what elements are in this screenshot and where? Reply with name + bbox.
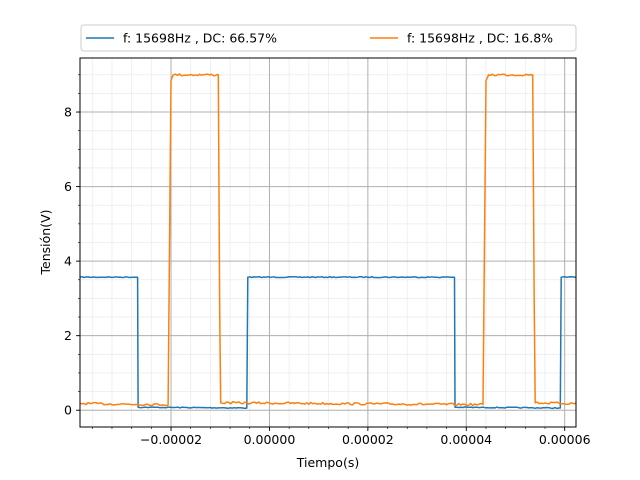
series-layer [79,73,577,410]
y-axis: 0 2 4 6 8 [64,74,80,418]
x-axis-label: Tiempo(s) [296,455,359,470]
y-tick-label: 6 [64,179,72,194]
x-axis: −0.00002 0.00000 0.00002 0.00004 0.00006 [92,427,591,447]
y-tick-label: 8 [64,105,72,120]
series-line-2 [79,73,577,407]
major-grid [80,58,576,427]
y-tick-label: 2 [64,328,72,343]
y-tick-label: 4 [64,254,72,269]
x-tick-label: 0.00000 [244,432,296,447]
legend: f: 15698Hz , DC: 66.57% f: 15698Hz , DC:… [80,24,577,52]
y-tick-label: 0 [64,403,72,418]
x-tick-label: 0.00002 [342,432,394,447]
legend-entry-series-2: f: 15698Hz , DC: 16.8% [407,31,553,46]
x-tick-label: 0.00006 [539,432,591,447]
y-axis-label: Tensión(V) [38,210,53,276]
legend-box [80,24,577,52]
series-line-1 [79,275,577,410]
x-tick-label: −0.00002 [140,432,202,447]
minor-grid [80,58,576,427]
x-tick-label: 0.00004 [440,432,492,447]
legend-entry-series-1: f: 15698Hz , DC: 66.57% [123,31,277,46]
